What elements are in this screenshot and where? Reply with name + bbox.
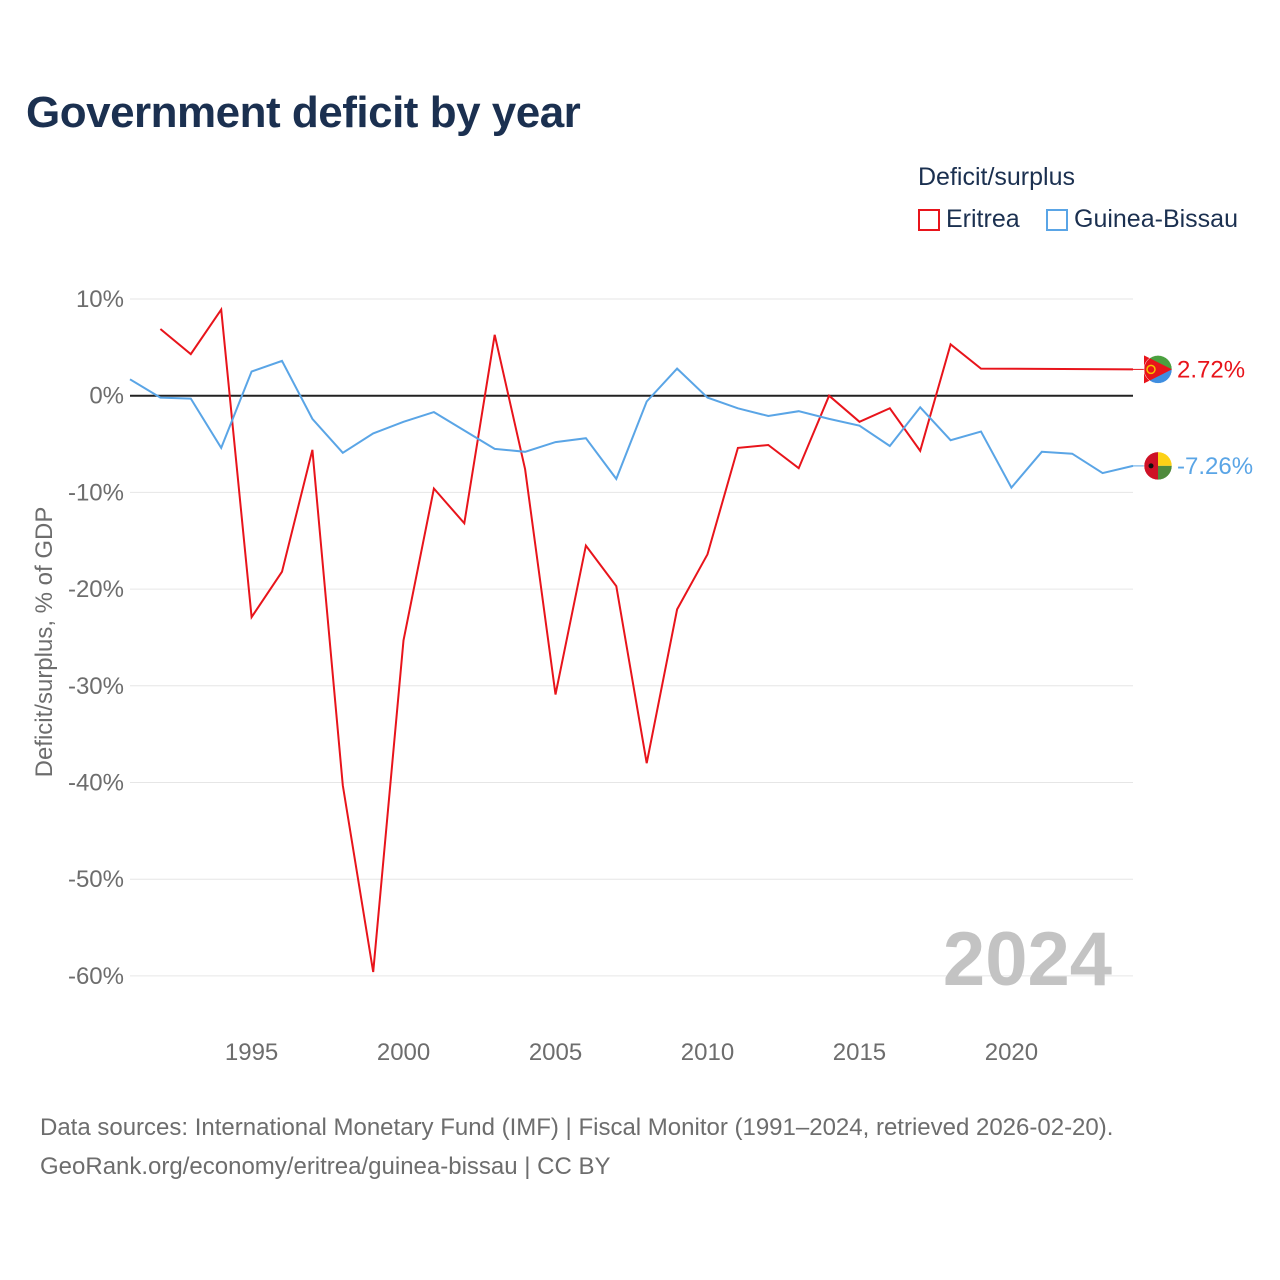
series-line-eritrea[interactable] — [159, 306, 1134, 973]
x-tick-label: 1995 — [225, 1039, 278, 1066]
y-axis-label: Deficit/surplus, % of GDP — [31, 507, 58, 778]
y-tick-label: -60% — [68, 963, 124, 990]
legend-label-guinea-bissau: Guinea-Bissau — [1074, 205, 1238, 233]
y-tick-label: -50% — [68, 866, 124, 893]
x-axis-ticks: 1995 2000 2005 2010 2015 2020 — [225, 1039, 1038, 1066]
x-tick-label: 2010 — [681, 1039, 734, 1066]
legend-swatch-guinea-bissau — [1046, 208, 1068, 231]
y-tick-label: -10% — [68, 479, 124, 506]
x-tick-label: 2000 — [377, 1039, 430, 1066]
y-tick-label: 10% — [76, 286, 124, 313]
y-tick-label: -30% — [68, 673, 124, 700]
flag-eritrea-icon — [1143, 355, 1173, 384]
source-link-line[interactable]: GeoRank.org/economy/eritrea/guinea-bissa… — [40, 1153, 611, 1180]
legend-title: Deficit/surplus — [918, 163, 1075, 191]
year-watermark: 2024 — [943, 917, 1112, 1002]
gridlines — [130, 298, 1133, 977]
source-note: Data sources: International Monetary Fun… — [40, 1108, 1113, 1186]
legend-item-eritrea[interactable]: Eritrea — [918, 205, 1020, 234]
end-value-label-eritrea: 2.72% — [1177, 356, 1245, 383]
y-tick-label: -40% — [68, 770, 124, 797]
y-tick-label: 0% — [89, 383, 124, 410]
series-line-guinea-bissau[interactable] — [129, 359, 1134, 490]
line-chart: 10% 0% -10% -20% -30% -40% -50% -60% 1995 2000 20… — [31, 286, 1253, 1066]
chart-title: Government deficit by year — [26, 88, 581, 137]
series-lines — [129, 306, 1134, 973]
end-markers: 2.72% -7.26% — [1133, 355, 1253, 481]
x-tick-label: 2015 — [833, 1039, 886, 1066]
source-line-1: Data sources: International Monetary Fun… — [40, 1114, 1114, 1141]
flag-guinea-bissau-icon — [1143, 451, 1173, 481]
y-tick-label: -20% — [68, 576, 124, 603]
x-tick-label: 2005 — [529, 1039, 582, 1066]
end-value-label-guinea-bissau: -7.26% — [1177, 453, 1253, 480]
legend-label-eritrea: Eritrea — [946, 205, 1020, 233]
legend-item-guinea-bissau[interactable]: Guinea-Bissau — [1046, 205, 1238, 234]
y-axis-ticks: 10% 0% -10% -20% -30% -40% -50% -60% — [68, 286, 124, 990]
legend-swatch-eritrea — [918, 208, 940, 231]
x-tick-label: 2020 — [985, 1039, 1038, 1066]
